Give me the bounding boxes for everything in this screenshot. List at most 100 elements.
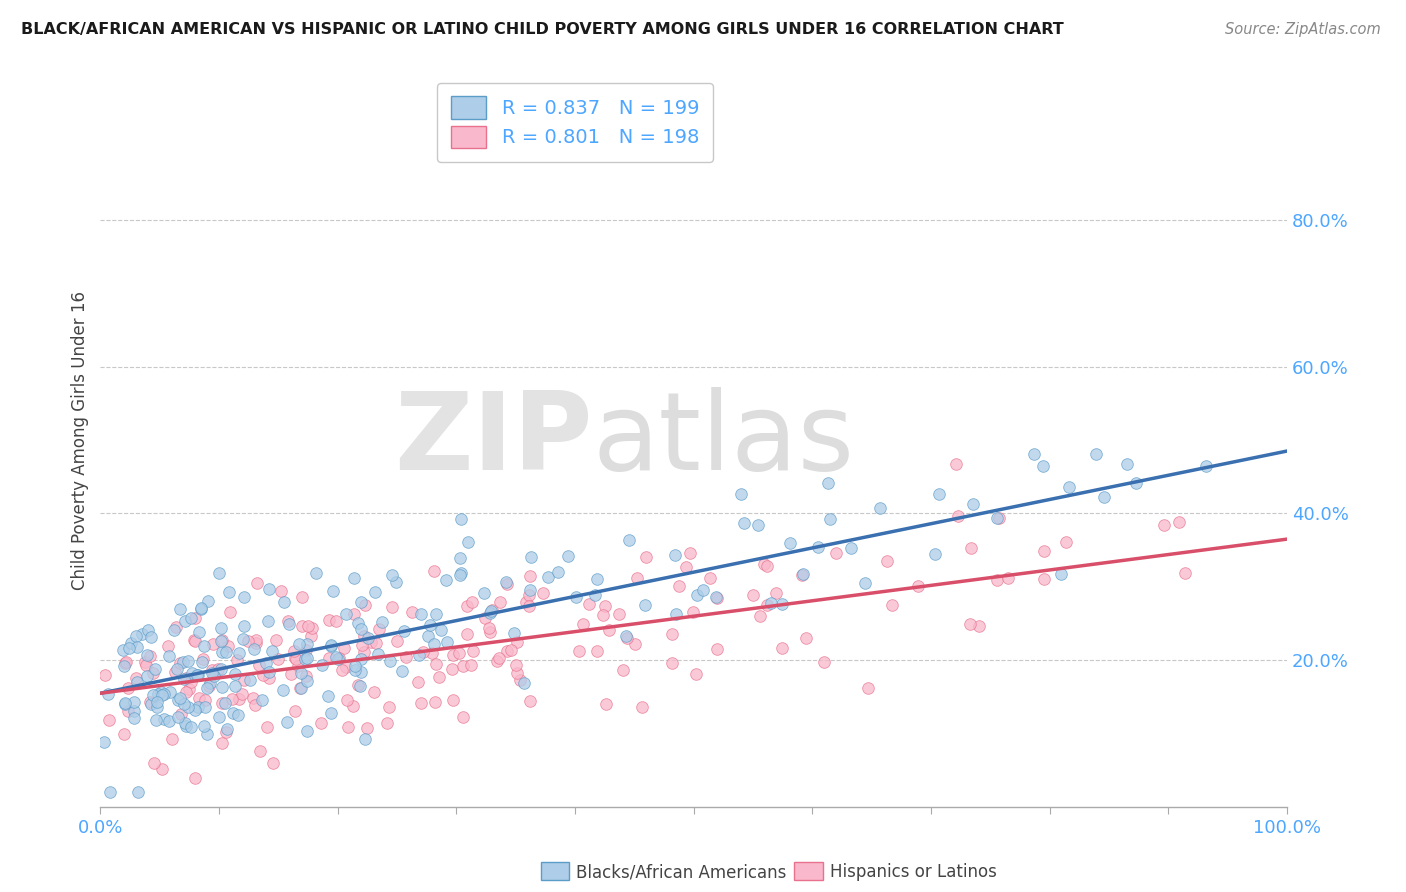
Point [145,714,167,728]
Point [122,695,145,709]
Point [586,644,609,658]
Point [319,639,342,653]
Point [145,699,167,714]
Point [232,590,254,604]
Point [207,662,229,676]
Point [139,630,162,644]
Point [343,607,366,621]
Point [537,569,560,583]
Point [451,658,474,673]
Y-axis label: Child Poverty Among Girls Under 16: Child Poverty Among Girls Under 16 [72,291,89,590]
Point [381,568,404,582]
Point [325,614,347,628]
Point [959,616,981,631]
Point [1024,447,1046,461]
Point [273,683,295,698]
Point [252,668,274,682]
Point [436,573,458,587]
Point [211,632,233,647]
Point [960,541,983,555]
Point [349,679,371,693]
Point [222,706,245,720]
Point [792,566,814,581]
Text: BLACK/AFRICAN AMERICAN VS HISPANIC OR LATINO CHILD POVERTY AMONG GIRLS UNDER 16 : BLACK/AFRICAN AMERICAN VS HISPANIC OR LA… [21,22,1064,37]
Point [755,558,778,573]
Point [1153,517,1175,532]
Point [517,588,540,602]
Point [807,540,830,554]
Point [218,584,240,599]
Point [661,656,683,670]
Point [278,616,301,631]
Point [456,599,478,614]
Point [598,623,620,637]
Point [668,579,690,593]
Point [661,627,683,641]
Point [630,700,652,714]
Point [325,649,347,664]
Point [201,666,224,681]
Point [232,619,254,633]
Point [288,681,311,695]
Point [474,611,496,625]
Point [169,690,191,705]
Point [114,696,136,710]
Point [215,645,238,659]
Text: Source: ZipAtlas.com: Source: ZipAtlas.com [1225,22,1381,37]
Point [276,714,298,729]
Point [353,629,375,643]
Point [385,574,408,589]
Point [624,637,647,651]
Point [242,690,264,705]
Point [335,659,357,673]
Point [585,572,607,586]
Point [1085,447,1108,461]
Point [284,651,307,665]
Point [360,635,382,649]
Point [350,651,373,665]
Point [495,576,517,591]
Point [226,708,249,723]
Point [290,681,312,695]
Point [519,582,541,597]
Point [1174,566,1197,580]
Point [616,631,638,645]
Point [411,696,433,710]
Point [209,621,232,635]
Point [425,657,447,671]
Point [290,665,312,680]
Point [250,693,273,707]
Point [141,689,163,703]
Point [214,696,236,710]
Point [460,658,482,673]
Point [114,656,136,670]
Point [928,487,950,501]
Point [98,785,121,799]
Point [193,652,215,666]
Point [394,624,416,639]
Point [305,566,328,580]
Point [326,652,349,666]
Point [347,678,370,692]
Point [572,616,595,631]
Point [224,666,246,681]
Point [578,597,600,611]
Point [245,633,267,648]
Point [375,716,398,731]
Point [502,625,524,640]
Point [179,682,201,697]
Point [754,558,776,572]
Point [350,665,373,679]
Point [166,693,188,707]
Point [153,713,176,727]
Point [301,621,323,635]
Point [176,671,198,685]
Point [869,501,891,516]
Point [211,645,233,659]
Point [114,698,136,712]
Point [174,684,197,698]
Point [208,709,231,723]
Point [291,591,314,605]
Point [616,629,638,643]
Point [321,706,343,720]
